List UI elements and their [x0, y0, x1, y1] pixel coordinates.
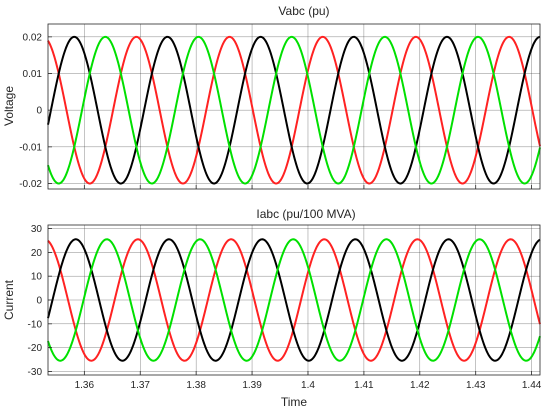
voltage-series-1-line	[47, 35, 541, 185]
current-ytick-label-0: 30	[31, 224, 43, 235]
current-ylabel: Current	[2, 279, 16, 320]
voltage-ylabel: Voltage	[2, 86, 16, 126]
current-xtick-label-3: 1.39	[242, 380, 262, 391]
time-xlabel: Time	[281, 395, 308, 409]
voltage-series-2-line	[47, 35, 541, 185]
voltage-axes-box	[47, 23, 541, 190]
current-series-0-line	[47, 238, 541, 362]
current-panel: Iabc (pu/100 MVA) Current Time 30 20 10 0 -1…	[2, 207, 542, 409]
voltage-title: Vabc (pu)	[278, 4, 329, 18]
voltage-ytick-label-2: 0	[36, 106, 42, 117]
current-series-2-line	[47, 238, 541, 362]
voltage-panel: Vabc (pu) Voltage 0.02 0.01 0 -0.01 -0.02	[2, 4, 541, 190]
current-ytick-label-2: 10	[31, 272, 43, 283]
current-xtick-label-0: 1.36	[75, 380, 95, 391]
current-xtick-label-7: 1.43	[466, 380, 486, 391]
current-xtick-label-6: 1.42	[410, 380, 430, 391]
current-ytick-label-3: 0	[36, 296, 42, 307]
current-ytick-label-4: -10	[28, 319, 43, 330]
current-xtick-label-2: 1.38	[186, 380, 206, 391]
current-ytick-label-6: -30	[28, 367, 43, 378]
current-xtick-label-4: 1.4	[301, 380, 315, 391]
voltage-ytick-label-3: -0.01	[19, 142, 42, 153]
voltage-ytick-label-4: -0.02	[19, 179, 42, 190]
voltage-series-0-line	[47, 35, 541, 185]
voltage-ytick-label-0: 0.02	[23, 32, 43, 43]
current-ytick-label-1: 20	[31, 248, 43, 259]
current-series-1-line	[47, 238, 541, 362]
current-title: Iabc (pu/100 MVA)	[256, 207, 355, 221]
current-xtick-label-8: 1.44	[522, 380, 542, 391]
current-ytick-label-5: -20	[28, 343, 43, 354]
voltage-ytick-label-1: 0.01	[23, 69, 43, 80]
current-xtick-label-1: 1.37	[131, 380, 151, 391]
current-xtick-label-5: 1.41	[354, 380, 374, 391]
